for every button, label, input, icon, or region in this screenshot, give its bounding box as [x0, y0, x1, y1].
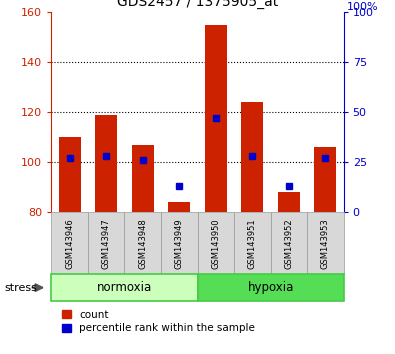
Bar [59, 137, 81, 212]
Bar [278, 192, 300, 212]
Bar [168, 202, 190, 212]
Text: normoxia: normoxia [97, 281, 152, 294]
Text: GSM143951: GSM143951 [248, 218, 257, 269]
Bar [205, 25, 227, 212]
FancyBboxPatch shape [51, 212, 88, 274]
Text: GSM143948: GSM143948 [138, 218, 147, 269]
FancyBboxPatch shape [51, 274, 198, 301]
FancyBboxPatch shape [234, 212, 271, 274]
Legend: count, percentile rank within the sample: count, percentile rank within the sample [62, 310, 255, 333]
FancyBboxPatch shape [124, 212, 161, 274]
Text: GSM143947: GSM143947 [102, 218, 111, 269]
FancyBboxPatch shape [271, 212, 307, 274]
FancyBboxPatch shape [198, 274, 344, 301]
Text: stress: stress [4, 282, 37, 293]
Text: hypoxia: hypoxia [247, 281, 294, 294]
FancyBboxPatch shape [307, 212, 344, 274]
Text: GSM143952: GSM143952 [284, 218, 293, 269]
Text: GSM143953: GSM143953 [321, 218, 330, 269]
Text: 100%: 100% [346, 2, 378, 12]
Bar [95, 115, 117, 212]
Bar [314, 147, 336, 212]
Text: GSM143950: GSM143950 [211, 218, 220, 269]
Bar [241, 102, 263, 212]
Bar [132, 145, 154, 212]
Text: GSM143949: GSM143949 [175, 218, 184, 269]
FancyBboxPatch shape [198, 212, 234, 274]
Text: GSM143946: GSM143946 [65, 218, 74, 269]
Title: GDS2457 / 1375905_at: GDS2457 / 1375905_at [117, 0, 278, 8]
FancyBboxPatch shape [161, 212, 198, 274]
FancyBboxPatch shape [88, 212, 124, 274]
